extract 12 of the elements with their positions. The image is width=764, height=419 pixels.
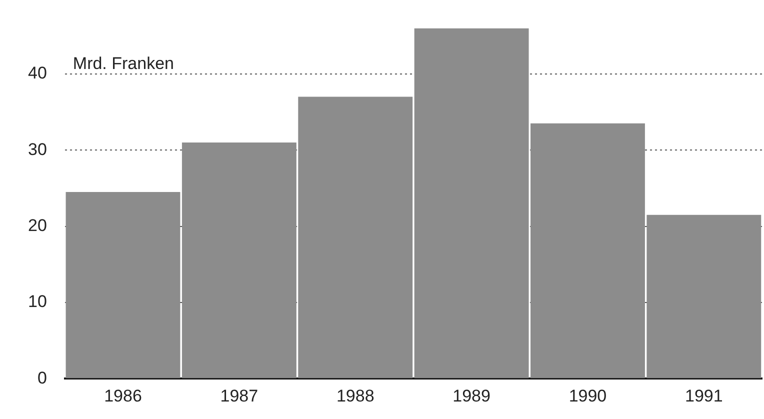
x-tick-label: 1991 <box>684 386 723 406</box>
y-tick-label: 40 <box>28 64 47 83</box>
y-tick-label: 0 <box>37 368 47 388</box>
y-axis-title: Mrd. Franken <box>72 54 174 74</box>
x-tick-label: 1986 <box>104 386 142 406</box>
x-tick-label: 1989 <box>452 386 490 406</box>
y-tick-label: 30 <box>28 140 47 159</box>
x-tick-label: 1988 <box>336 386 374 406</box>
x-tick-label: 1990 <box>568 386 607 406</box>
y-tick-label: 20 <box>28 216 47 235</box>
x-tick-label: 1987 <box>220 386 258 406</box>
y-tick-label: 10 <box>28 292 47 312</box>
